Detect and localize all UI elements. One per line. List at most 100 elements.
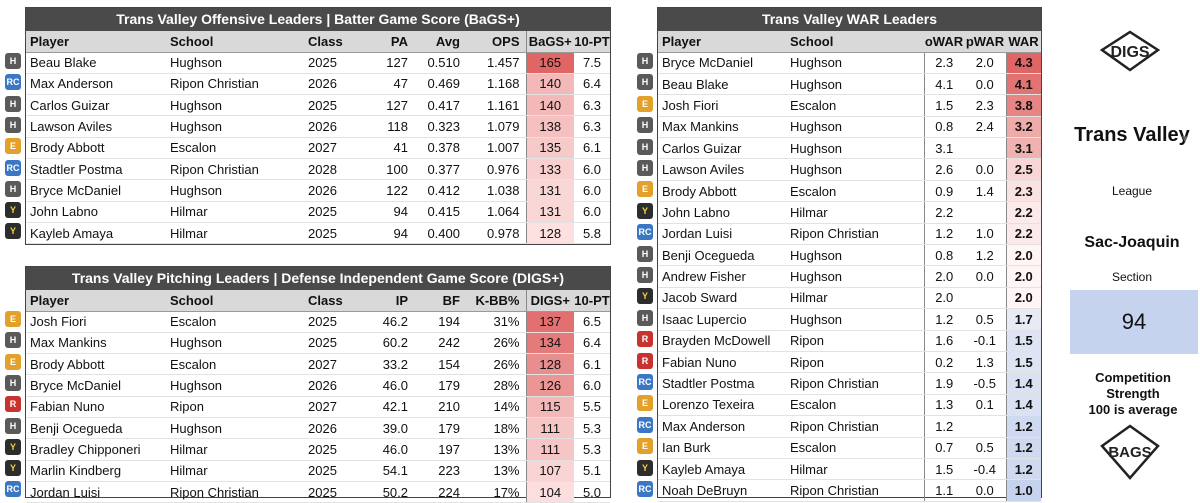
table-row[interactable]: Brody Abbott Escalon 2027 33.2 154 26% 128 6.1 (26, 353, 610, 376)
cell-player: Bryce McDaniel (26, 179, 166, 202)
cell-avg: 0.378 (414, 137, 466, 159)
cell-war: 1.2 (1005, 458, 1041, 481)
cell-owar: 2.6 (923, 158, 964, 181)
table-row[interactable]: Benji Ocegueda Hughson 2026 39.0 179 18% 111 5.… (26, 417, 610, 440)
team-logo-icon: H (637, 245, 653, 262)
table-row[interactable]: Brayden McDowell Ripon 1.6 -0.1 1.5 (658, 330, 1041, 352)
cell-player: Josh Fiori (26, 311, 166, 333)
table-row[interactable]: Noah DeBruyn Ripon Christian 1.1 0.0 1.0 (658, 479, 1041, 502)
table-row[interactable]: Josh Fiori Escalon 1.5 2.3 3.8 (658, 94, 1041, 117)
cell-owar: 0.8 (923, 244, 964, 267)
table-row[interactable]: Marlin Kindberg Hilmar 2025 54.1 223 13% 107 5.… (26, 460, 610, 482)
cell-bf: 223 (414, 460, 466, 482)
col-player[interactable]: Player (658, 31, 786, 53)
col-school[interactable]: School (166, 290, 304, 312)
table-row[interactable]: Lorenzo Texeira Escalon 1.3 0.1 1.4 (658, 394, 1041, 417)
table-row[interactable]: Carlos Guizar Hughson 3.1 3.1 (658, 137, 1041, 160)
cell-player: Jacob Sward (658, 287, 786, 310)
cell-school: Hilmar (166, 201, 304, 223)
cell-war: 2.0 (1005, 244, 1041, 267)
col-pa[interactable]: PA (364, 31, 414, 53)
table-row[interactable]: Brody Abbott Escalon 2027 41 0.378 1.007 135 6.… (26, 137, 610, 159)
pitching-table: Player School Class IP BF K-BB% DIGS+ 10… (26, 290, 610, 503)
cell-avg: 0.412 (414, 179, 466, 202)
table-row[interactable]: Lawson Aviles Hughson 2.6 0.0 2.5 (658, 158, 1041, 181)
table-row[interactable]: Max Mankins Hughson 2025 60.2 242 26% 134 6.4 (26, 332, 610, 355)
team-logo-icon: H (5, 374, 21, 391)
cell-war: 4.3 (1005, 52, 1041, 74)
table-row[interactable]: Fabian Nuno Ripon 0.2 1.3 1.5 (658, 351, 1041, 374)
cell-school: Ripon Christian (166, 158, 304, 181)
col-school[interactable]: School (166, 31, 304, 53)
bags-logo-text: BAGS (1108, 444, 1151, 461)
col-bags[interactable]: BaGS+ (525, 31, 574, 53)
table-row[interactable]: Andrew Fisher Hughson 2.0 0.0 2.0 (658, 265, 1041, 288)
cell-class: 2026 (304, 374, 364, 397)
col-player[interactable]: Player (26, 290, 166, 312)
table-row[interactable]: Josh Fiori Escalon 2025 46.2 194 31% 137 6.5 (26, 311, 610, 333)
table-row[interactable]: Jordan Luisi Ripon Christian 1.2 1.0 2.2 (658, 223, 1041, 246)
table-row[interactable]: Max Anderson Ripon Christian 2026 47 0.469 1.… (26, 73, 610, 96)
table-row[interactable]: Jordan Luisi Ripon Christian 2025 50.2 224 17… (26, 481, 610, 503)
col-school[interactable]: School (786, 31, 924, 53)
col-10pt[interactable]: 10-PT (574, 31, 610, 53)
region-select[interactable]: Trans Valley (1074, 124, 1190, 146)
col-ops[interactable]: OPS (466, 31, 526, 53)
col-war[interactable]: WAR (1006, 31, 1041, 53)
table-row[interactable]: John Labno Hilmar 2.2 2.2 (658, 201, 1041, 224)
cell-pa: 41 (364, 137, 414, 159)
table-row[interactable]: Beau Blake Hughson 4.1 0.0 4.1 (658, 73, 1041, 96)
table-row[interactable]: Isaac Lupercio Hughson 1.2 0.5 1.7 (658, 308, 1041, 331)
table-row[interactable]: Max Mankins Hughson 0.8 2.4 3.2 (658, 116, 1041, 139)
cell-war: 1.2 (1005, 415, 1041, 438)
table-row[interactable]: Kayleb Amaya Hilmar 2025 94 0.400 0.978 128 5.8 (26, 222, 610, 245)
cell-pwar: 0.0 (964, 73, 1006, 96)
table-row[interactable]: John Labno Hilmar 2025 94 0.415 1.064 131 6.0 (26, 201, 610, 223)
chevron-down-icon[interactable]: ▼ (1180, 134, 1190, 145)
table-row[interactable]: Jacob Sward Hilmar 2.0 2.0 (658, 287, 1041, 310)
table-row[interactable]: Benji Ocegueda Hughson 0.8 1.2 2.0 (658, 244, 1041, 267)
col-class[interactable]: Class (304, 31, 364, 53)
table-row[interactable]: Brody Abbott Escalon 0.9 1.4 2.3 (658, 180, 1041, 203)
col-bf[interactable]: BF (414, 290, 466, 312)
col-digs[interactable]: DIGS+ (525, 290, 574, 312)
cell-school: Hughson (786, 265, 924, 288)
cell-pwar: 0.5 (964, 308, 1006, 331)
cell-pt: 6.0 (574, 374, 610, 397)
col-ip[interactable]: IP (364, 290, 414, 312)
offense-title: Trans Valley Offensive Leaders | Batter … (26, 8, 610, 31)
col-kbb[interactable]: K-BB% (466, 290, 526, 312)
cell-class: 2025 (304, 201, 364, 223)
table-row[interactable]: Bradley Chipponeri Hilmar 2025 46.0 197 13% 11… (26, 438, 610, 461)
table-row[interactable]: Stadtler Postma Ripon Christian 1.9 -0.5 1.4 (658, 372, 1041, 395)
digs-logo: DIGS (1099, 30, 1161, 72)
cell-school: Escalon (166, 137, 304, 159)
col-owar[interactable]: oWAR (924, 31, 964, 53)
table-row[interactable]: Bryce McDaniel Hughson 2.3 2.0 4.3 (658, 52, 1041, 74)
col-avg[interactable]: Avg (414, 31, 466, 53)
col-10pt[interactable]: 10-PT (574, 290, 610, 312)
cell-owar: 1.5 (923, 458, 964, 481)
cell-score: 128 (525, 353, 574, 376)
table-row[interactable]: Bryce McDaniel Hughson 2026 122 0.412 1.038 13… (26, 179, 610, 202)
cell-pwar: 2.4 (964, 116, 1006, 139)
col-pwar[interactable]: pWAR (964, 31, 1006, 53)
col-class[interactable]: Class (304, 290, 364, 312)
table-row[interactable]: Lawson Aviles Hughson 2026 118 0.323 1.079 138… (26, 115, 610, 138)
col-player[interactable]: Player (26, 31, 166, 53)
table-row[interactable]: Max Anderson Ripon Christian 1.2 1.2 (658, 415, 1041, 438)
table-row[interactable]: Bryce McDaniel Hughson 2026 46.0 179 28% 126 6.… (26, 374, 610, 397)
cell-school: Hughson (166, 94, 304, 117)
table-row[interactable]: Kayleb Amaya Hilmar 1.5 -0.4 1.2 (658, 458, 1041, 481)
cell-pwar: 0.1 (964, 394, 1006, 417)
table-row[interactable]: Stadtler Postma Ripon Christian 2028 100 0.3… (26, 158, 610, 181)
table-row[interactable]: Fabian Nuno Ripon 2027 42.1 210 14% 115 5.5 (26, 396, 610, 418)
cell-class: 2026 (304, 115, 364, 138)
team-logo-icon: H (637, 53, 653, 69)
table-row[interactable]: Carlos Guizar Hughson 2025 127 0.417 1.161 140… (26, 94, 610, 117)
table-row[interactable]: Beau Blake Hughson 2025 127 0.510 1.457 165 7.5 (26, 52, 610, 74)
table-row[interactable]: Ian Burk Escalon 0.7 0.5 1.2 (658, 437, 1041, 459)
cell-kbb: 26% (466, 332, 526, 355)
cell-player: Brody Abbott (26, 353, 166, 376)
war-table: Player School oWAR pWAR WAR Bryce McDani… (658, 31, 1041, 502)
